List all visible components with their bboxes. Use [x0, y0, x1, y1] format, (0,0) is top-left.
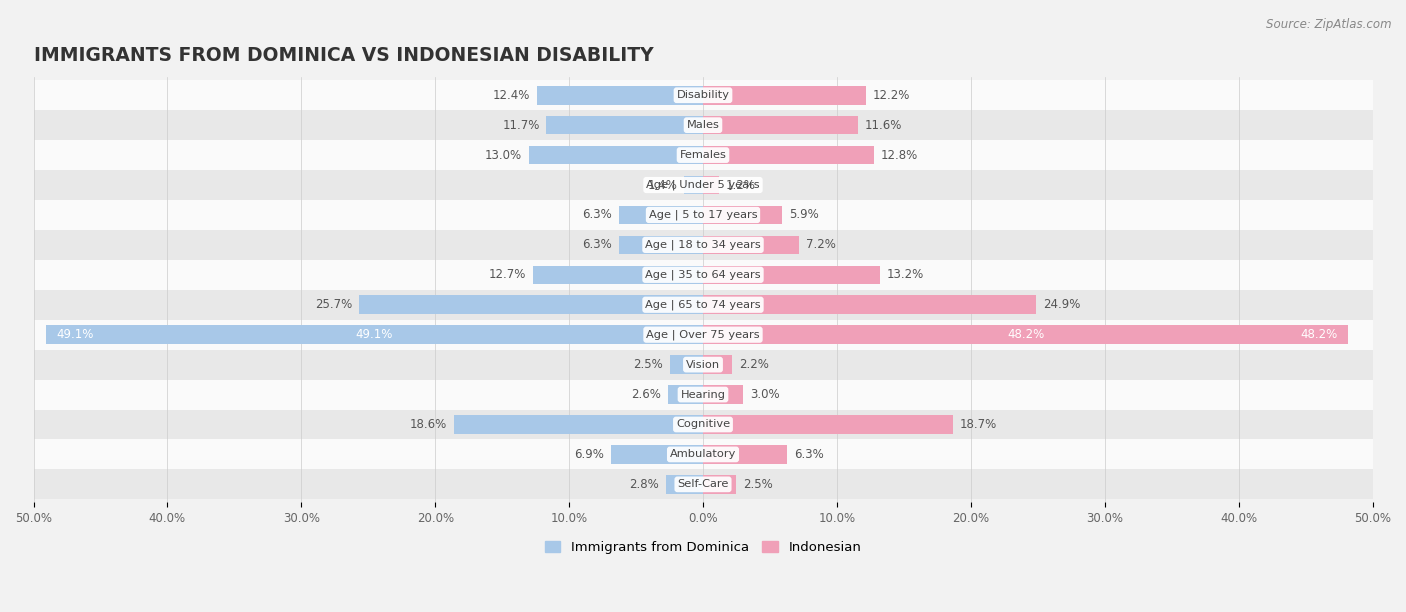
Text: 6.3%: 6.3%: [794, 448, 824, 461]
Text: Ambulatory: Ambulatory: [669, 449, 737, 460]
Bar: [703, 326, 1348, 344]
Text: 11.6%: 11.6%: [865, 119, 903, 132]
Bar: [533, 266, 703, 284]
Text: 49.1%: 49.1%: [356, 328, 392, 341]
Bar: [34, 260, 1372, 290]
Bar: [703, 116, 858, 135]
Text: Self-Care: Self-Care: [678, 479, 728, 490]
Bar: [34, 140, 1372, 170]
Bar: [685, 176, 703, 194]
Text: Age | 65 to 74 years: Age | 65 to 74 years: [645, 299, 761, 310]
Text: 2.5%: 2.5%: [744, 478, 773, 491]
Text: 12.4%: 12.4%: [494, 89, 530, 102]
Text: 24.9%: 24.9%: [1043, 298, 1080, 312]
Bar: [665, 475, 703, 494]
Bar: [34, 200, 1372, 230]
Text: Age | 5 to 17 years: Age | 5 to 17 years: [648, 210, 758, 220]
Text: 3.0%: 3.0%: [749, 388, 779, 401]
Text: 13.2%: 13.2%: [886, 268, 924, 282]
Text: Disability: Disability: [676, 90, 730, 100]
Bar: [34, 349, 1372, 379]
Bar: [34, 290, 1372, 319]
Bar: [34, 379, 1372, 409]
Bar: [703, 146, 875, 165]
Bar: [703, 296, 1036, 314]
Bar: [703, 86, 866, 105]
Text: 2.2%: 2.2%: [740, 358, 769, 371]
Bar: [668, 386, 703, 404]
Bar: [454, 415, 703, 434]
Text: IMMIGRANTS FROM DOMINICA VS INDONESIAN DISABILITY: IMMIGRANTS FROM DOMINICA VS INDONESIAN D…: [34, 46, 654, 65]
Text: Source: ZipAtlas.com: Source: ZipAtlas.com: [1267, 18, 1392, 31]
Legend: Immigrants from Dominica, Indonesian: Immigrants from Dominica, Indonesian: [540, 536, 866, 559]
Text: 6.3%: 6.3%: [582, 239, 612, 252]
Text: 49.1%: 49.1%: [56, 328, 94, 341]
Text: 7.2%: 7.2%: [806, 239, 837, 252]
Bar: [34, 230, 1372, 260]
Bar: [34, 469, 1372, 499]
Bar: [619, 206, 703, 224]
Bar: [34, 80, 1372, 110]
Bar: [669, 356, 703, 374]
Text: Females: Females: [679, 150, 727, 160]
Text: Hearing: Hearing: [681, 390, 725, 400]
Text: 12.7%: 12.7%: [489, 268, 526, 282]
Bar: [703, 266, 880, 284]
Bar: [703, 176, 718, 194]
Text: Age | Over 75 years: Age | Over 75 years: [647, 329, 759, 340]
Text: 2.5%: 2.5%: [633, 358, 662, 371]
Text: Age | Under 5 years: Age | Under 5 years: [647, 180, 759, 190]
Text: Age | 35 to 64 years: Age | 35 to 64 years: [645, 269, 761, 280]
Text: 2.6%: 2.6%: [631, 388, 661, 401]
Bar: [703, 445, 787, 464]
Bar: [34, 319, 1372, 349]
Bar: [34, 439, 1372, 469]
Bar: [619, 236, 703, 254]
Text: 6.3%: 6.3%: [582, 209, 612, 222]
Text: 5.9%: 5.9%: [789, 209, 818, 222]
Bar: [529, 146, 703, 165]
Bar: [34, 110, 1372, 140]
Text: Cognitive: Cognitive: [676, 419, 730, 430]
Bar: [703, 415, 953, 434]
Text: 12.2%: 12.2%: [873, 89, 911, 102]
Text: 11.7%: 11.7%: [502, 119, 540, 132]
Bar: [34, 170, 1372, 200]
Bar: [45, 326, 703, 344]
Text: 13.0%: 13.0%: [485, 149, 522, 162]
Text: 6.9%: 6.9%: [574, 448, 605, 461]
Bar: [359, 296, 703, 314]
Text: 48.2%: 48.2%: [1007, 328, 1045, 341]
Bar: [703, 356, 733, 374]
Text: Males: Males: [686, 120, 720, 130]
Text: 18.7%: 18.7%: [960, 418, 997, 431]
Text: 48.2%: 48.2%: [1301, 328, 1337, 341]
Bar: [34, 409, 1372, 439]
Text: 25.7%: 25.7%: [315, 298, 352, 312]
Text: 1.4%: 1.4%: [648, 179, 678, 192]
Text: Vision: Vision: [686, 360, 720, 370]
Bar: [547, 116, 703, 135]
Bar: [703, 206, 782, 224]
Text: 12.8%: 12.8%: [882, 149, 918, 162]
Text: 2.8%: 2.8%: [628, 478, 659, 491]
Bar: [703, 236, 800, 254]
Text: Age | 18 to 34 years: Age | 18 to 34 years: [645, 240, 761, 250]
Text: 18.6%: 18.6%: [411, 418, 447, 431]
Bar: [537, 86, 703, 105]
Bar: [703, 386, 744, 404]
Bar: [703, 475, 737, 494]
Text: 1.2%: 1.2%: [725, 179, 755, 192]
Bar: [610, 445, 703, 464]
